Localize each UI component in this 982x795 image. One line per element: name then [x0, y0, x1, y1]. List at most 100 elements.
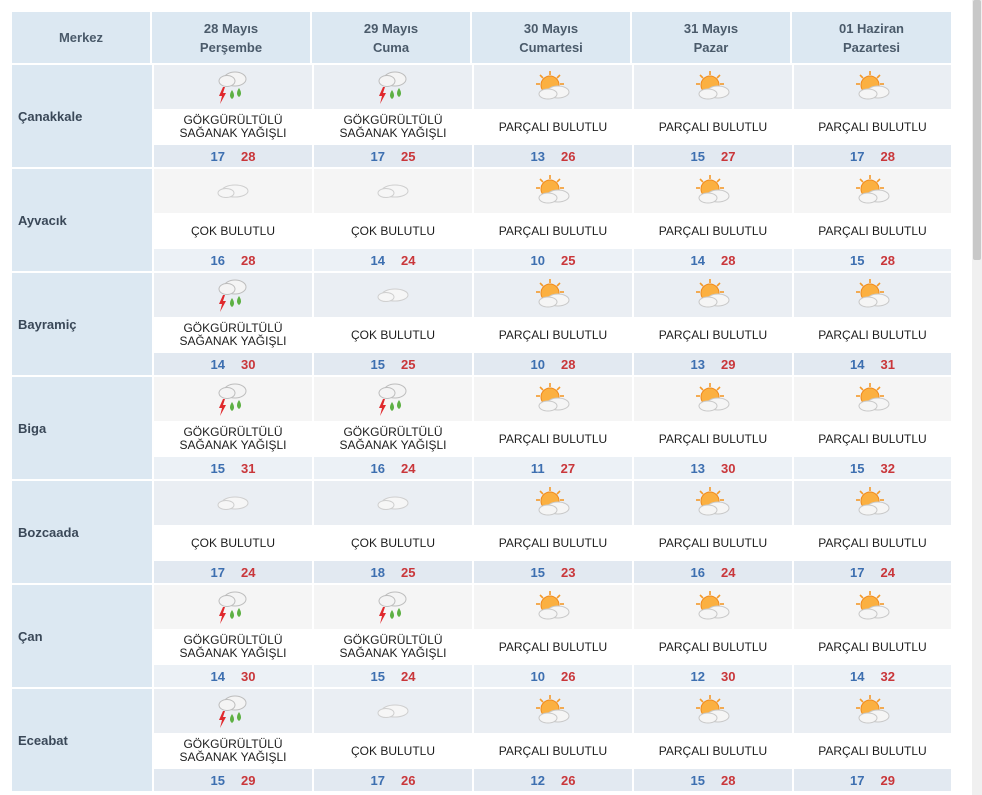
- max-temperature: 30: [721, 668, 736, 684]
- partly-cloudy-icon: [533, 381, 573, 417]
- min-temperature: 15: [850, 252, 865, 268]
- header-day-weekday: Cumartesi: [519, 39, 583, 55]
- forecast-cell: PARÇALI BULUTLU 16 24: [632, 481, 792, 583]
- weather-icon-area: [154, 65, 312, 109]
- weather-description: GÖKGÜRÜLTÜLÜ SAĞANAK YAĞIŞLI: [154, 317, 312, 353]
- temperature-range: 17 24: [154, 561, 312, 583]
- temperature-range: 17 25: [314, 145, 472, 167]
- forecast-cell: PARÇALI BULUTLU 15 28: [792, 169, 951, 271]
- partly-cloudy-icon: [853, 173, 893, 209]
- weather-description: PARÇALI BULUTLU: [794, 525, 951, 561]
- weather-icon-area: [474, 585, 632, 629]
- max-temperature: 27: [721, 148, 736, 164]
- cloudy-icon: [373, 280, 413, 310]
- max-temperature: 29: [880, 772, 895, 788]
- weather-description: PARÇALI BULUTLU: [634, 421, 792, 457]
- min-temperature: 15: [530, 564, 545, 580]
- weather-icon-area: [154, 169, 312, 213]
- temperature-range: 10 25: [474, 249, 632, 271]
- cloudy-icon: [213, 176, 253, 206]
- min-temperature: 10: [530, 356, 545, 372]
- weather-icon-area: [154, 689, 312, 733]
- thunderstorm-icon: [213, 692, 253, 730]
- min-temperature: 15: [210, 460, 225, 476]
- min-temperature: 17: [850, 772, 865, 788]
- header-day-4: 31 Mayıs Pazar: [632, 12, 792, 63]
- temperature-range: 17 26: [314, 769, 472, 791]
- max-temperature: 32: [880, 460, 895, 476]
- weather-icon-area: [474, 273, 632, 317]
- header-day-date: 31 Mayıs: [683, 20, 739, 36]
- min-temperature: 13: [690, 460, 705, 476]
- min-temperature: 15: [850, 460, 865, 476]
- temperature-range: 14 30: [154, 353, 312, 375]
- weather-icon-area: [474, 169, 632, 213]
- weather-description: PARÇALI BULUTLU: [474, 525, 632, 561]
- weather-icon-area: [794, 65, 951, 109]
- header-day-date: 28 Mayıs: [203, 20, 259, 36]
- max-temperature: 25: [401, 356, 416, 372]
- min-temperature: 18: [370, 564, 385, 580]
- thunderstorm-icon: [213, 380, 253, 418]
- weather-icon-area: [634, 585, 792, 629]
- max-temperature: 28: [241, 148, 256, 164]
- temperature-range: 16 24: [314, 457, 472, 479]
- city-name: Eceabat: [12, 689, 152, 791]
- max-temperature: 28: [241, 252, 256, 268]
- header-day-3: 30 Mayıs Cumartesi: [472, 12, 632, 63]
- forecast-cell: PARÇALI BULUTLU 15 23: [472, 481, 632, 583]
- max-temperature: 23: [561, 564, 576, 580]
- header-day-weekday: Pazartesi: [842, 39, 901, 55]
- min-temperature: 14: [210, 668, 225, 684]
- min-temperature: 15: [690, 772, 705, 788]
- weather-icon-area: [794, 585, 951, 629]
- weather-description: ÇOK BULUTLU: [314, 733, 472, 769]
- forecast-cell: ÇOK BULUTLU 17 26: [312, 689, 472, 791]
- forecast-cell: PARÇALI BULUTLU 17 24: [792, 481, 951, 583]
- cloudy-icon: [373, 176, 413, 206]
- city-name: Bayramiç: [12, 273, 152, 375]
- max-temperature: 24: [401, 668, 416, 684]
- forecast-cell: GÖKGÜRÜLTÜLÜ SAĞANAK YAĞIŞLI 15 29: [152, 689, 312, 791]
- max-temperature: 31: [241, 460, 256, 476]
- min-temperature: 17: [210, 148, 225, 164]
- thunderstorm-icon: [213, 68, 253, 106]
- weather-description: GÖKGÜRÜLTÜLÜ SAĞANAK YAĞIŞLI: [314, 421, 472, 457]
- temperature-range: 17 24: [794, 561, 951, 583]
- weather-icon-area: [794, 377, 951, 421]
- table-row: Çan GÖKGÜRÜLTÜLÜ SAĞANAK YAĞIŞLI 14 30 GÖKGÜ…: [12, 585, 951, 687]
- weather-icon-area: [794, 169, 951, 213]
- scrollbar[interactable]: [972, 0, 982, 795]
- scrollbar-thumb[interactable]: [973, 0, 981, 260]
- weather-icon-area: [314, 169, 472, 213]
- weather-icon-area: [314, 585, 472, 629]
- weather-description: ÇOK BULUTLU: [314, 317, 472, 353]
- max-temperature: 25: [561, 252, 576, 268]
- forecast-cell: PARÇALI BULUTLU 15 32: [792, 377, 951, 479]
- weather-description: PARÇALI BULUTLU: [474, 421, 632, 457]
- weather-description: GÖKGÜRÜLTÜLÜ SAĞANAK YAĞIŞLI: [154, 733, 312, 769]
- weather-description: PARÇALI BULUTLU: [634, 109, 792, 145]
- max-temperature: 28: [880, 252, 895, 268]
- max-temperature: 26: [561, 772, 576, 788]
- weather-description: PARÇALI BULUTLU: [474, 629, 632, 665]
- weather-icon-area: [314, 481, 472, 525]
- min-temperature: 17: [850, 148, 865, 164]
- forecast-cell: PARÇALI BULUTLU 14 32: [792, 585, 951, 687]
- min-temperature: 14: [690, 252, 705, 268]
- weather-icon-area: [314, 65, 472, 109]
- cloudy-icon: [373, 696, 413, 726]
- temperature-range: 13 29: [634, 353, 792, 375]
- min-temperature: 17: [210, 564, 225, 580]
- thunderstorm-icon: [373, 380, 413, 418]
- max-temperature: 24: [241, 564, 256, 580]
- city-name: Çanakkale: [12, 65, 152, 167]
- table-row: Bayramiç GÖKGÜRÜLTÜLÜ SAĞANAK YAĞIŞLI 14 30…: [12, 273, 951, 375]
- partly-cloudy-icon: [533, 485, 573, 521]
- forecast-cell: PARÇALI BULUTLU 13 30: [632, 377, 792, 479]
- partly-cloudy-icon: [693, 381, 733, 417]
- min-temperature: 15: [210, 772, 225, 788]
- forecast-cell: PARÇALI BULUTLU 17 28: [792, 65, 951, 167]
- max-temperature: 28: [561, 356, 576, 372]
- forecast-cell: PARÇALI BULUTLU 15 28: [632, 689, 792, 791]
